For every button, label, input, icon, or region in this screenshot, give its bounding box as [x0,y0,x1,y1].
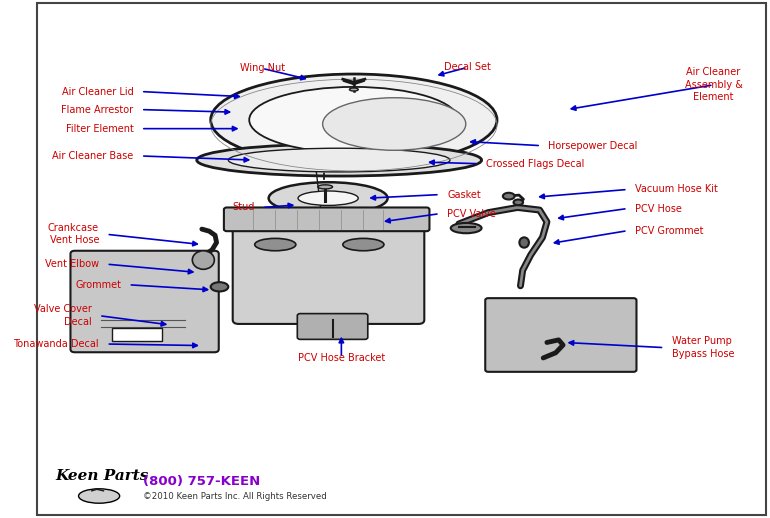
Ellipse shape [79,489,119,503]
Ellipse shape [192,251,214,269]
Ellipse shape [211,74,497,166]
Text: Air Cleaner
Assembly &
Element: Air Cleaner Assembly & Element [685,67,742,102]
Text: Air Cleaner Lid: Air Cleaner Lid [62,87,134,96]
FancyBboxPatch shape [233,219,424,324]
Ellipse shape [323,98,466,150]
Text: PCV Valve: PCV Valve [447,209,496,219]
Text: Gasket: Gasket [447,190,480,199]
Text: Decal Set: Decal Set [444,62,491,73]
Text: PCV Grommet: PCV Grommet [635,226,704,236]
Text: Stud: Stud [233,203,255,212]
Ellipse shape [350,88,358,91]
Text: Crankcase
Vent Hose: Crankcase Vent Hose [48,223,99,246]
Text: (800) 757-KEEN: (800) 757-KEEN [143,474,260,487]
Ellipse shape [255,238,296,251]
Text: Flame Arrestor: Flame Arrestor [62,105,134,114]
Ellipse shape [343,238,384,251]
Ellipse shape [520,237,529,248]
FancyBboxPatch shape [297,313,368,339]
Ellipse shape [318,185,333,189]
FancyBboxPatch shape [71,251,219,352]
Text: Valve Cover
Decal: Valve Cover Decal [34,305,92,327]
Ellipse shape [514,199,523,205]
Text: Keen Parts: Keen Parts [55,468,149,482]
Text: Vent Elbow: Vent Elbow [45,259,99,269]
Text: Wing Nut: Wing Nut [239,63,285,74]
Ellipse shape [249,87,458,153]
FancyBboxPatch shape [485,298,637,372]
Text: Horsepower Decal: Horsepower Decal [548,141,638,151]
Ellipse shape [450,223,481,233]
Ellipse shape [269,182,387,214]
Ellipse shape [229,148,450,172]
Text: Filter Element: Filter Element [65,124,134,134]
Text: Water Pump
Bypass Hose: Water Pump Bypass Hose [671,336,735,359]
Text: PCV Hose: PCV Hose [635,204,682,213]
Text: Vacuum Hose Kit: Vacuum Hose Kit [635,184,718,194]
FancyBboxPatch shape [224,208,430,231]
Text: ©2010 Keen Parts Inc. All Rights Reserved: ©2010 Keen Parts Inc. All Rights Reserve… [143,492,327,501]
Ellipse shape [197,144,481,176]
Text: Crossed Flags Decal: Crossed Flags Decal [486,159,584,169]
Ellipse shape [211,282,229,292]
Ellipse shape [298,191,358,206]
Text: Tonawanda Decal: Tonawanda Decal [14,339,99,349]
Bar [112,328,162,341]
Ellipse shape [503,193,514,199]
Text: Grommet: Grommet [75,280,121,290]
Text: PCV Hose Bracket: PCV Hose Bracket [298,353,385,363]
Text: Air Cleaner Base: Air Cleaner Base [52,151,134,161]
